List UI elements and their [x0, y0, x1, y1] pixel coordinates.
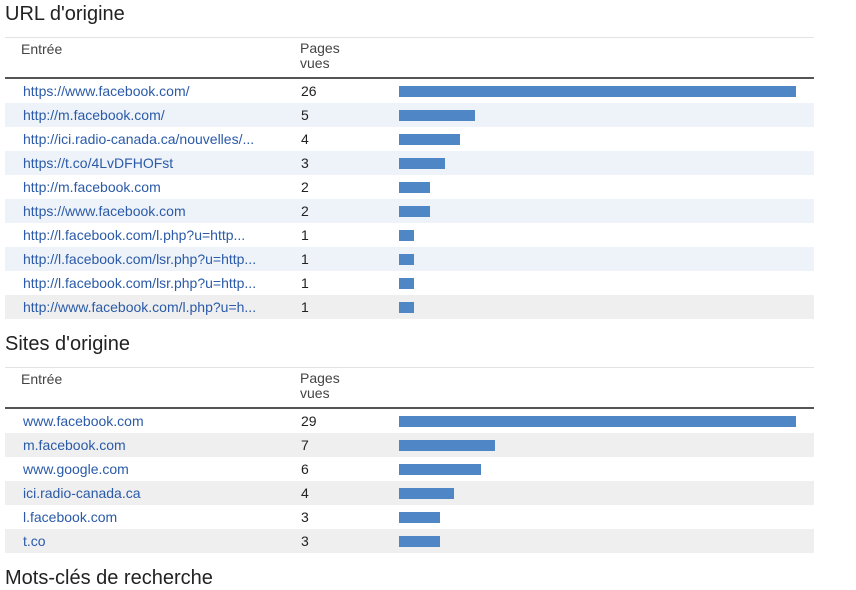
entry-link[interactable]: www.google.com: [23, 461, 129, 477]
count-bar: [399, 254, 414, 265]
table-row: http://l.facebook.com/lsr.php?u=http... 1: [5, 271, 814, 295]
table-row: https://t.co/4LvDFHOFst 3: [5, 151, 814, 175]
column-header-pages: Pages: [300, 40, 340, 56]
table-row: www.facebook.com 29: [5, 409, 814, 433]
table-row: l.facebook.com 3: [5, 505, 814, 529]
count-bar: [399, 302, 414, 313]
table-row: t.co 3: [5, 529, 814, 553]
table-row: https://www.facebook.com/26: [5, 79, 814, 103]
pages-vues-count: 1: [301, 227, 309, 243]
column-header-entry[interactable]: Entrée: [21, 371, 63, 387]
count-bar: [399, 110, 475, 121]
pages-vues-count: 1: [301, 275, 309, 291]
table-row: https://www.facebook.com 2: [5, 199, 814, 223]
pages-vues-count: 4: [301, 485, 309, 501]
count-bar: [399, 416, 796, 427]
pages-vues-count: 7: [301, 437, 309, 453]
table-row: http://www.facebook.com/l.php?u=h... 1: [5, 295, 814, 319]
entry-link[interactable]: https://www.facebook.com: [23, 203, 186, 219]
column-header-pages-vues[interactable]: Pages vues: [300, 41, 360, 71]
count-bar: [399, 158, 445, 169]
pages-vues-count: 2: [301, 179, 309, 195]
section-title-mots-cles: Mots-clés de recherche: [5, 567, 213, 589]
table-header: Entrée Pages vues: [5, 37, 814, 79]
pages-vues-count: 5: [301, 107, 309, 123]
entry-link[interactable]: ici.radio-canada.ca: [23, 485, 141, 501]
column-header-pages: Pages: [300, 370, 340, 386]
column-header-vues: vues: [300, 55, 330, 71]
pages-vues-count: 3: [301, 533, 309, 549]
entry-link[interactable]: www.facebook.com: [23, 413, 144, 429]
count-bar: [399, 440, 495, 451]
count-bar: [399, 206, 430, 217]
entry-link[interactable]: http://ici.radio-canada.ca/nouvelles/...: [23, 131, 255, 147]
count-bar: [399, 512, 440, 523]
entry-link[interactable]: l.facebook.com: [23, 509, 118, 525]
entry-link[interactable]: m.facebook.com: [23, 437, 126, 453]
count-bar: [399, 488, 454, 499]
count-bar: [399, 182, 430, 193]
table-body: https://www.facebook.com/26 http://m.face…: [5, 79, 814, 319]
table-row: http://l.facebook.com/lsr.php?u=http... 1: [5, 247, 814, 271]
count-bar: [399, 86, 796, 97]
entry-link[interactable]: http://www.facebook.com/l.php?u=h...: [23, 299, 257, 315]
table-row: www.google.com 6: [5, 457, 814, 481]
section-title-url-origine: URL d'origine: [5, 3, 125, 25]
pages-vues-count: 2: [301, 203, 309, 219]
column-header-entry[interactable]: Entrée: [21, 41, 63, 57]
table-row: m.facebook.com 7: [5, 433, 814, 457]
pages-vues-count: 4: [301, 131, 309, 147]
table-row: http://l.facebook.com/l.php?u=http... 1: [5, 223, 814, 247]
column-header-pages-vues[interactable]: Pages vues: [300, 371, 360, 401]
pages-vues-count: 26: [301, 83, 317, 99]
entry-link[interactable]: t.co: [23, 533, 46, 549]
pages-vues-count: 6: [301, 461, 309, 477]
sites-origine-table: Entrée Pages vues www.facebook.com 29 m.fa…: [5, 367, 814, 553]
table-row: http://m.facebook.com/5: [5, 103, 814, 127]
entry-link[interactable]: https://t.co/4LvDFHOFst: [23, 155, 174, 171]
pages-vues-count: 3: [301, 509, 309, 525]
count-bar: [399, 134, 460, 145]
table-row: ici.radio-canada.ca 4: [5, 481, 814, 505]
entry-link[interactable]: http://l.facebook.com/l.php?u=http...: [23, 227, 246, 243]
url-origine-table: Entrée Pages vues https://www.facebook.c…: [5, 37, 814, 319]
section-title-sites-origine: Sites d'origine: [5, 333, 130, 355]
table-header: Entrée Pages vues: [5, 367, 814, 409]
pages-vues-count: 3: [301, 155, 309, 171]
table-row: http://m.facebook.com 2: [5, 175, 814, 199]
pages-vues-count: 1: [301, 299, 309, 315]
entry-link[interactable]: http://l.facebook.com/lsr.php?u=http...: [23, 251, 257, 267]
entry-link[interactable]: http://l.facebook.com/lsr.php?u=http...: [23, 275, 257, 291]
column-header-vues: vues: [300, 385, 330, 401]
entry-link[interactable]: http://m.facebook.com/: [23, 107, 165, 123]
count-bar: [399, 278, 414, 289]
pages-vues-count: 29: [301, 413, 317, 429]
pages-vues-count: 1: [301, 251, 309, 267]
entry-link[interactable]: http://m.facebook.com: [23, 179, 161, 195]
table-body: www.facebook.com 29 m.facebook.com 7 www.goo…: [5, 409, 814, 553]
count-bar: [399, 230, 414, 241]
entry-link[interactable]: https://www.facebook.com/: [23, 83, 190, 99]
count-bar: [399, 464, 481, 475]
table-row: http://ici.radio-canada.ca/nouvelles/...…: [5, 127, 814, 151]
count-bar: [399, 536, 440, 547]
